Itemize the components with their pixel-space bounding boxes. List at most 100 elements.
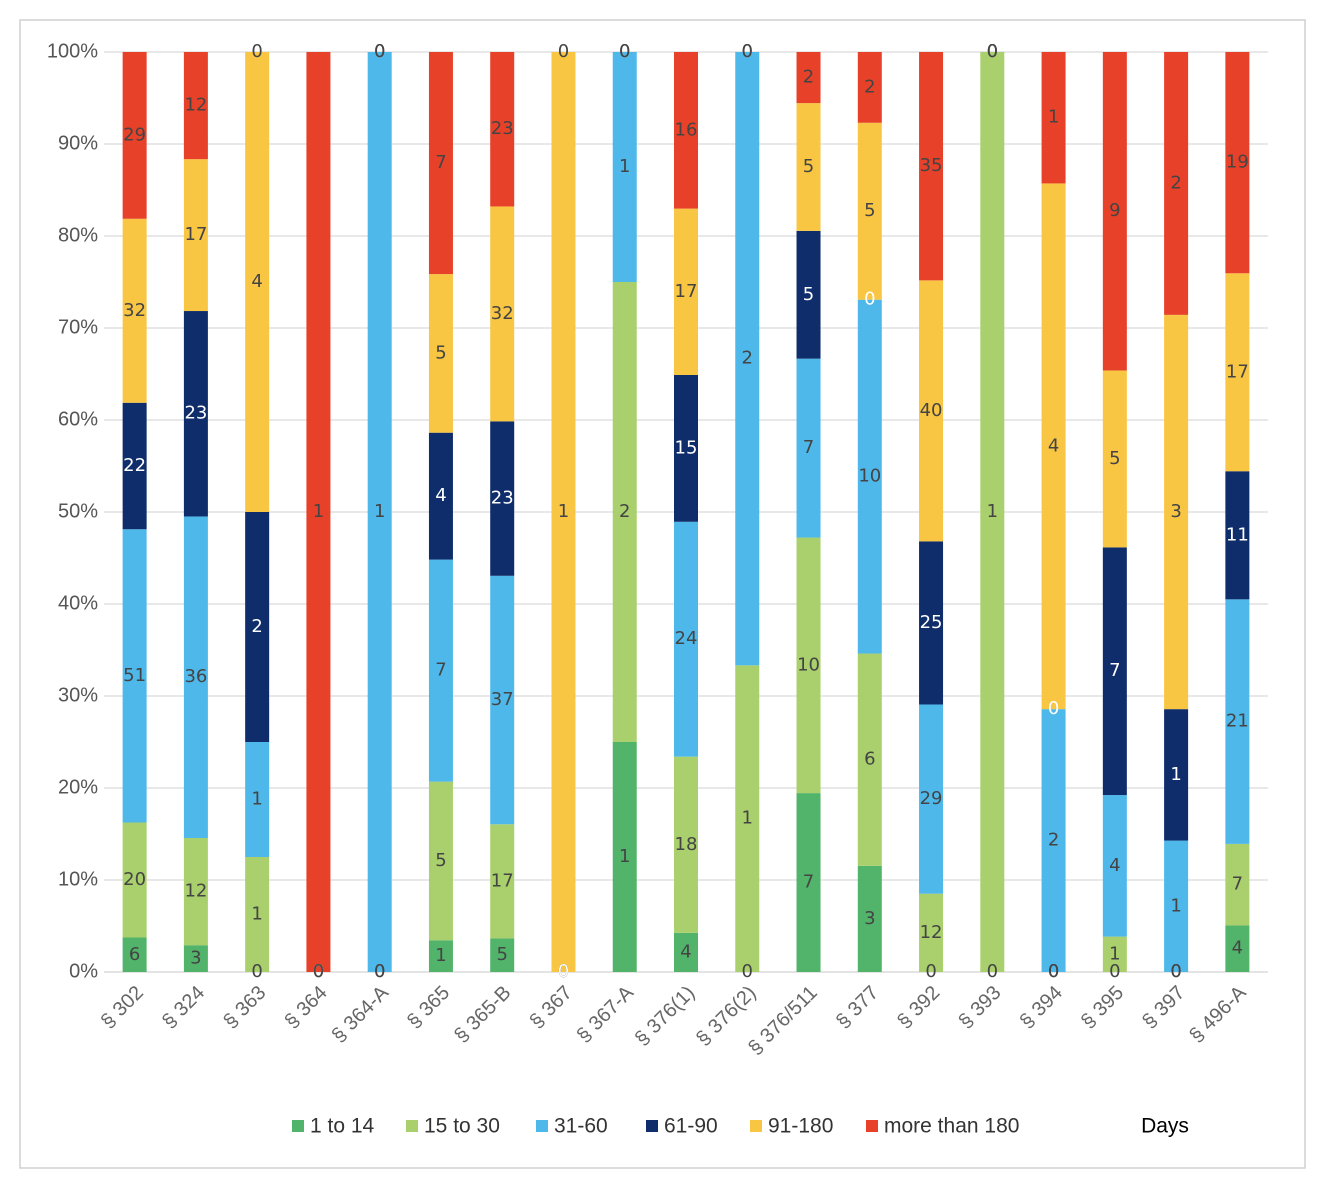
bar-segment: [245, 742, 270, 857]
data-label: 1: [558, 501, 569, 522]
data-label: 0: [313, 961, 324, 982]
data-label: 23: [184, 403, 207, 424]
data-label: 1: [619, 156, 630, 177]
legend-swatch: [536, 1120, 548, 1132]
data-label: 0: [987, 41, 998, 62]
legend-label: 61-90: [664, 1115, 718, 1138]
bar-segment: [1225, 52, 1250, 274]
data-label: 2: [251, 616, 262, 637]
data-label: 25: [920, 612, 943, 633]
bar-segment: [428, 940, 453, 972]
data-label: 2: [1170, 172, 1181, 193]
data-label: 0: [558, 961, 569, 982]
bar-segment: [980, 52, 1005, 972]
data-label: 9: [1109, 200, 1120, 221]
data-label: 2: [803, 67, 814, 88]
data-label: 2: [742, 348, 753, 369]
legend-swatch: [406, 1120, 418, 1132]
data-label: 22: [123, 455, 146, 476]
data-label: 12: [184, 881, 207, 902]
bar-segment: [183, 838, 208, 946]
data-label: 17: [675, 281, 698, 302]
data-label: 0: [742, 41, 753, 62]
bar-segment: [490, 52, 515, 207]
data-label: 4: [1232, 938, 1243, 959]
data-label: 0: [251, 41, 262, 62]
data-label: 4: [680, 941, 691, 962]
data-label: 0: [251, 961, 262, 982]
bar-segment: [919, 893, 944, 972]
bar-segment: [1225, 843, 1250, 926]
bar-segment: [490, 824, 515, 939]
bar-segment: [245, 857, 270, 972]
data-label: 2: [1048, 830, 1059, 851]
data-label: 10: [858, 466, 881, 487]
data-label: 0: [313, 961, 324, 982]
data-label: 51: [123, 665, 146, 686]
data-label: 37: [491, 689, 514, 710]
bar-segment: [183, 159, 208, 312]
data-label: 21: [1226, 711, 1249, 732]
data-label: 1: [1109, 943, 1120, 964]
bar-segment: [796, 103, 821, 231]
bar-segment: [122, 529, 147, 823]
bar-segment: [122, 937, 147, 972]
data-label: 12: [920, 922, 943, 943]
y-tick-label: 30%: [58, 684, 98, 706]
data-label: 0: [313, 961, 324, 982]
data-label: 0: [313, 961, 324, 982]
data-label: 0: [374, 961, 385, 982]
bar-segment: [428, 559, 453, 782]
data-label: 36: [184, 666, 207, 687]
bar-segment: [122, 218, 147, 403]
chart-frame: [19, 19, 1306, 1169]
data-label: 6: [864, 749, 875, 770]
data-label: 7: [1109, 660, 1120, 681]
bar-segment: [245, 512, 270, 742]
data-label: 0: [987, 961, 998, 982]
legend-label: 31-60: [554, 1115, 608, 1138]
y-tick-label: 50%: [58, 500, 98, 522]
legend-label: 15 to 30: [424, 1115, 500, 1138]
bar-segment: [1102, 370, 1127, 548]
data-label: 0: [558, 961, 569, 982]
data-label: 0: [1048, 961, 1059, 982]
data-label: 40: [920, 400, 943, 421]
bar-segment: [122, 52, 147, 219]
bar-segment: [490, 421, 515, 576]
data-label: 1: [313, 501, 324, 522]
data-label: 17: [491, 870, 514, 891]
bar-segment: [674, 208, 698, 375]
y-tick-label: 0%: [69, 960, 98, 982]
bar-segment: [796, 230, 821, 359]
data-label: 0: [313, 961, 324, 982]
data-label: 4: [1109, 855, 1120, 876]
data-label: 12: [184, 95, 207, 116]
bar-segment: [735, 52, 760, 666]
bar-segment: [796, 358, 821, 538]
bar-segment: [1164, 314, 1189, 710]
data-label: 0: [619, 41, 630, 62]
y-tick-label: 40%: [58, 592, 98, 614]
data-label: 0: [987, 41, 998, 62]
bar-segment: [306, 52, 331, 972]
bar-segment: [612, 742, 637, 972]
data-label: 0: [374, 961, 385, 982]
bar-segment: [551, 52, 576, 972]
data-label: 7: [803, 437, 814, 458]
bar-segment: [857, 122, 882, 300]
data-label: 5: [1109, 448, 1120, 469]
bar-segment: [735, 665, 760, 972]
bar-segment: [490, 206, 515, 422]
data-label: 0: [1109, 961, 1120, 982]
bar-segment: [367, 52, 392, 972]
data-label: 5: [864, 200, 875, 221]
data-label: 5: [803, 156, 814, 177]
data-label: 18: [675, 834, 698, 855]
data-label: 3: [190, 948, 201, 969]
bar-segment: [1225, 273, 1250, 472]
data-label: 0: [864, 289, 875, 310]
data-label: 1: [1170, 764, 1181, 785]
bar-segment: [674, 521, 698, 757]
